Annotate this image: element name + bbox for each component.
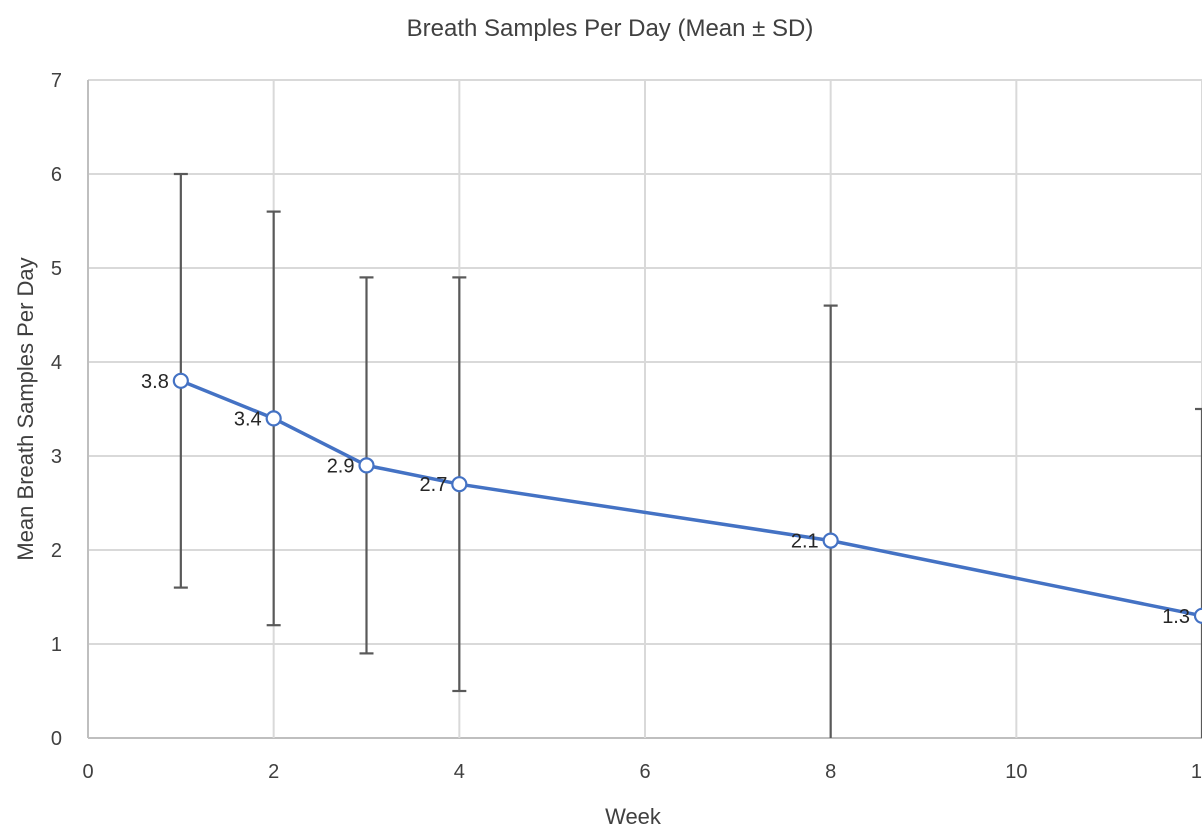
y-tick-label-5: 5 [51, 258, 62, 280]
y-tick-label-6: 6 [51, 164, 62, 186]
x-tick-label-10: 10 [1005, 761, 1027, 783]
x-tick-label-4: 4 [454, 761, 465, 783]
data-label-3: 2.7 [420, 474, 448, 496]
data-point-2 [358, 457, 375, 474]
data-label-2: 2.9 [327, 455, 355, 477]
data-label-0: 3.8 [141, 371, 169, 393]
y-tick-label-4: 4 [51, 352, 62, 374]
tick-labels: 01234567024681012 [51, 70, 1202, 783]
data-labels: 3.8 3.4 2.9 2.7 2.1 1.3 [141, 371, 1190, 628]
y-tick-label-2: 2 [51, 540, 62, 562]
series-line-0 [180, 379, 1202, 618]
data-point-5 [1193, 607, 1202, 624]
y-tick-label-3: 3 [51, 446, 62, 468]
data-point-4 [822, 532, 839, 549]
data-label-5: 1.3 [1162, 606, 1190, 628]
y-tick-label-0: 0 [51, 728, 62, 750]
data-label-1: 3.4 [234, 408, 262, 430]
x-tick-label-0: 0 [82, 761, 93, 783]
y-axis-label: Mean Breath Samples Per Day [13, 257, 38, 560]
x-tick-label-8: 8 [825, 761, 836, 783]
data-label-4: 2.1 [791, 531, 819, 553]
x-tick-label-6: 6 [639, 761, 650, 783]
chart-title: Breath Samples Per Day (Mean ± SD) [407, 15, 814, 42]
y-tick-label-1: 1 [51, 634, 62, 656]
y-tick-label-7: 7 [51, 70, 62, 92]
data-point-0 [172, 372, 189, 389]
x-axis-label: Week [605, 804, 662, 829]
series-layer [172, 372, 1202, 624]
data-point-3 [451, 476, 468, 493]
x-tick-label-12: 12 [1191, 761, 1202, 783]
data-point-1 [265, 410, 282, 427]
x-tick-label-2: 2 [268, 761, 279, 783]
